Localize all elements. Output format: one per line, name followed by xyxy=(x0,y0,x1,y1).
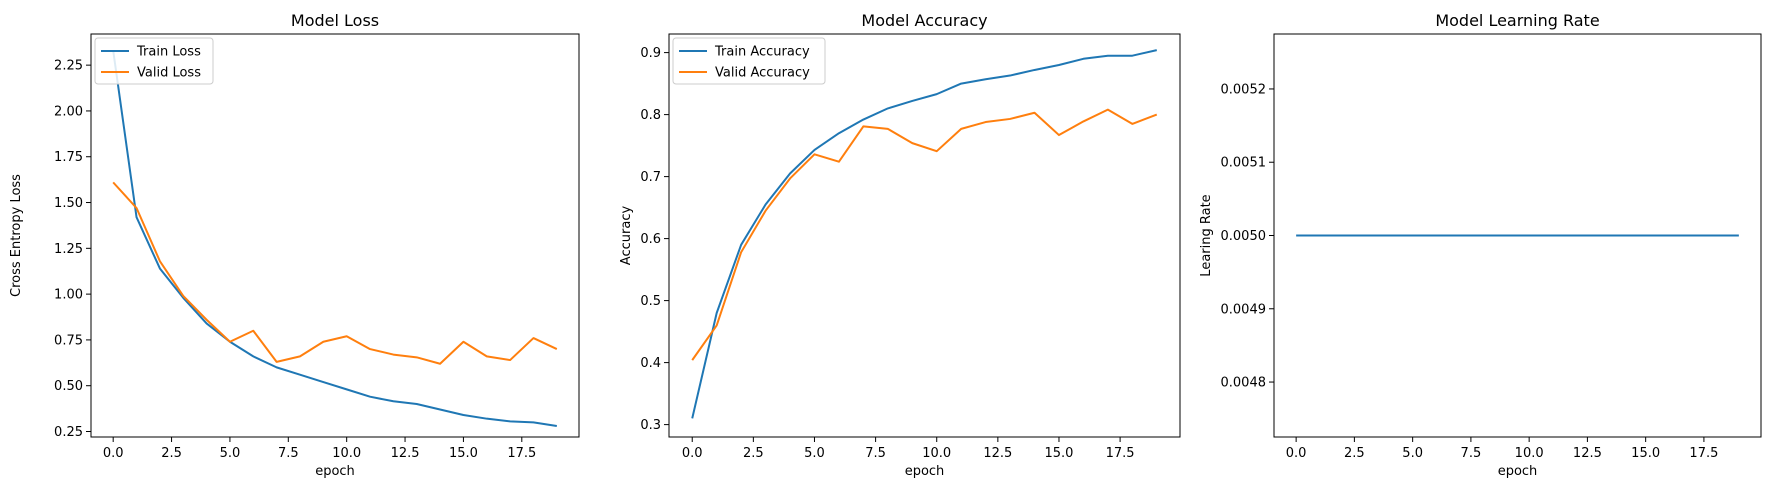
y-tick-label: 0.8 xyxy=(640,108,661,123)
y-tick-label: 0.7 xyxy=(640,170,661,185)
y-axis-label: Accuracy xyxy=(619,206,634,266)
x-tick-label: 15.0 xyxy=(449,446,478,461)
x-tick-label: 15.0 xyxy=(1631,446,1660,461)
x-tick-label: 15.0 xyxy=(1044,446,1073,461)
x-tick-label: 2.5 xyxy=(743,446,764,461)
x-tick-label: 10.0 xyxy=(332,446,361,461)
x-tick-label: 12.5 xyxy=(391,446,420,461)
x-tick-label: 5.0 xyxy=(1402,446,1423,461)
x-tick-label: 17.5 xyxy=(1106,446,1135,461)
y-tick-label: 0.9 xyxy=(640,46,661,61)
y-tick-label: 0.0049 xyxy=(1221,302,1267,317)
x-tick-label: 7.5 xyxy=(278,446,299,461)
y-tick-label: 2.00 xyxy=(54,104,83,119)
x-axis-label: epoch xyxy=(905,464,945,479)
x-tick-label: 10.0 xyxy=(1515,446,1544,461)
x-axis-label: epoch xyxy=(1498,464,1538,479)
y-tick-label: 0.5 xyxy=(640,294,661,309)
legend-entry: Valid Loss xyxy=(137,66,201,81)
x-tick-label: 2.5 xyxy=(1344,446,1365,461)
y-tick-label: 0.6 xyxy=(640,232,661,247)
x-tick-label: 12.5 xyxy=(1573,446,1602,461)
chart-title: Model Accuracy xyxy=(861,11,987,30)
y-axis-label: Learing Rate xyxy=(1199,194,1214,276)
legend: Train Accuracy Valid Accuracy xyxy=(672,37,826,85)
x-tick-label: 7.5 xyxy=(865,446,886,461)
legend: Train Loss Valid Loss xyxy=(94,37,214,85)
series-line-train-accuracy xyxy=(691,49,1157,419)
y-tick-label: 1.75 xyxy=(54,150,83,165)
legend-box xyxy=(672,37,826,85)
chart-panel-3: Model Learning Rate 0.0 2.5 5.0 7.5 10.0 12.5 1… xyxy=(1199,11,1762,479)
y-tick-label: 0.4 xyxy=(640,356,661,371)
x-tick-label: 5.0 xyxy=(804,446,825,461)
x-tick-label: 0.0 xyxy=(1286,446,1307,461)
y-tick-label: 0.0052 xyxy=(1221,82,1267,97)
axes-frame xyxy=(90,33,580,438)
x-tick-label: 12.5 xyxy=(983,446,1012,461)
series-line-train-loss xyxy=(112,50,557,427)
y-tick-label: 0.0050 xyxy=(1221,229,1267,244)
y-tick-label: 0.3 xyxy=(640,418,661,433)
series-line-valid-accuracy xyxy=(691,108,1158,361)
chart-title: Model Loss xyxy=(291,11,379,30)
axes-frame xyxy=(668,33,1181,438)
legend-entry: Train Loss xyxy=(136,45,201,60)
legend-entry: Train Accuracy xyxy=(714,45,810,60)
y-axis-label: Cross Entropy Loss xyxy=(9,174,24,297)
y-tick-label: 1.00 xyxy=(54,288,83,303)
x-tick-label: 5.0 xyxy=(220,446,241,461)
x-axis-label: epoch xyxy=(315,464,355,479)
x-tick-label: 0.0 xyxy=(103,446,124,461)
x-tick-label: 17.5 xyxy=(507,446,536,461)
legend-entry: Valid Accuracy xyxy=(715,66,810,81)
chart-title: Model Learning Rate xyxy=(1435,11,1599,30)
y-tick-label: 0.50 xyxy=(54,379,83,394)
y-tick-label: 0.75 xyxy=(54,333,83,348)
x-tick-label: 17.5 xyxy=(1689,446,1718,461)
chart-panel-2: Model Accuracy 0.0 2.5 5.0 7.5 10.0 12.5 15.0 17… xyxy=(619,11,1181,479)
y-tick-label: 2.25 xyxy=(54,59,83,74)
y-tick-label: 0.25 xyxy=(54,425,83,440)
x-tick-label: 7.5 xyxy=(1461,446,1482,461)
x-tick-label: 2.5 xyxy=(161,446,182,461)
series-line-valid-loss xyxy=(112,181,558,365)
y-tick-label: 1.50 xyxy=(54,196,83,211)
x-tick-label: 0.0 xyxy=(682,446,703,461)
y-tick-label: 0.0048 xyxy=(1221,376,1267,391)
x-tick-label: 10.0 xyxy=(922,446,951,461)
chart-panel-1: Model Loss 0.0 2.5 5.0 7.5 10.0 12.5 15.0 17.5 0.… xyxy=(9,11,580,479)
y-tick-label: 1.25 xyxy=(54,242,83,257)
y-tick-label: 0.0051 xyxy=(1221,156,1267,171)
